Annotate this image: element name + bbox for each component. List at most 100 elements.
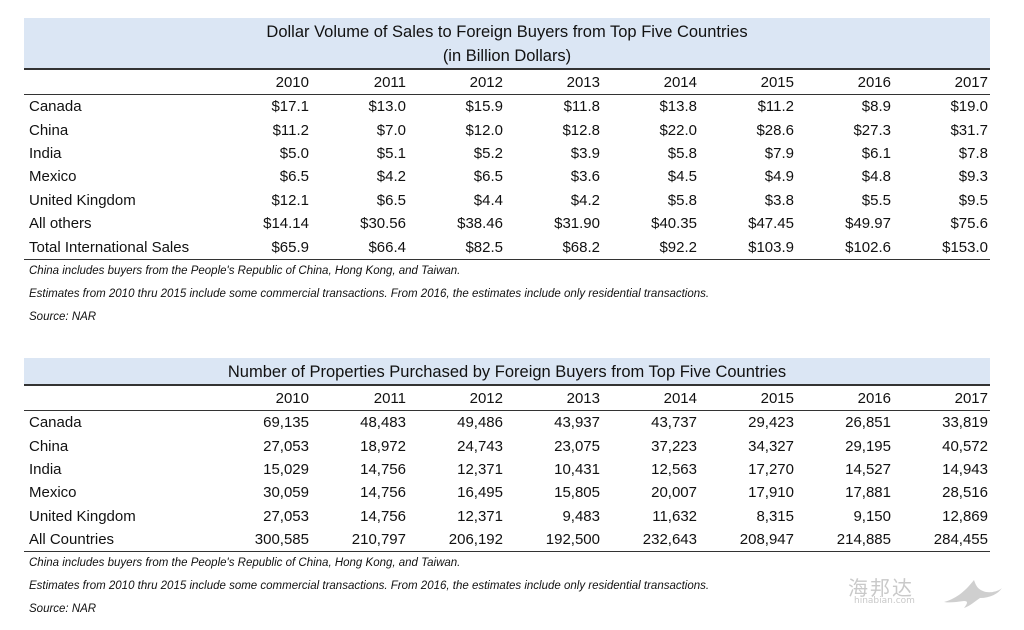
note-china-definition: China includes buyers from the People's … [29,264,461,277]
sales-volume-title-band: Dollar Volume of Sales to Foreign Buyers… [24,18,990,70]
table-cell: $65.9 [214,235,311,260]
sales-volume-subtitle: (in Billion Dollars) [442,47,572,65]
table-cell: $92.2 [602,235,699,260]
table-cell: $38.46 [457,215,503,233]
table-cell: $5.1 [376,144,406,162]
table-cell: $11.8 [563,98,600,116]
table-cell: 12,563 [651,460,697,478]
table-cell: $5.8 [667,144,697,162]
table-cell: 43,737 [651,414,697,432]
row-label: China [29,437,69,455]
table-row: United Kingdom 27,053 14,756 12,371 9,483 11,… [24,505,990,528]
table-cell: 208,947 [699,527,796,553]
year-header: 2010 [214,386,311,411]
table-cell: 8,315 [756,507,794,525]
table-row: India $5.0 $5.1 $5.2 $3.9 $5.8 $7.9 $6.1 $7.8 [24,142,990,165]
table-cell: 14,527 [845,460,891,478]
properties-title: Number of Properties Purchased by Foreig… [227,363,787,381]
table-cell: $4.2 [570,191,600,209]
table-cell: 27,053 [263,507,309,525]
table-cell: 14,943 [942,460,988,478]
year-header: 2017 [893,386,990,411]
table-cell: 30,059 [263,484,309,502]
year-header: 2013 [505,386,602,411]
table-cell: 27,053 [263,437,309,455]
table-cell: 17,270 [748,460,794,478]
note-estimates: Estimates from 2010 thru 2015 include so… [29,580,710,593]
year-header: 2012 [408,70,505,95]
table-cell: $102.6 [796,235,893,260]
table-cell: $31.7 [950,121,988,139]
table-cell: 28,516 [942,484,988,502]
table-cell: $19.0 [950,98,988,116]
table-cell: 29,423 [748,414,794,432]
table-cell: $6.1 [861,144,891,162]
table-cell: $7.9 [764,144,794,162]
sales-volume-notes: China includes buyers from the People's … [24,260,990,329]
table-row: Canada $17.1 $13.0 $15.9 $11.8 $13.8 $11.2 $8.9… [24,95,990,119]
properties-table: 2010 2011 2012 2013 2014 2015 2016 2017 … [24,386,990,553]
year-header: 2016 [796,386,893,411]
properties-purchased-section: Number of Properties Purchased by Foreig… [24,358,990,621]
note-estimates: Estimates from 2010 thru 2015 include so… [29,287,710,300]
table-cell: $3.6 [570,168,600,186]
table-cell: $103.9 [699,235,796,260]
table-cell: $11.2 [272,121,309,139]
table-cell: 23,075 [554,437,600,455]
table-cell: $28.6 [756,121,794,139]
table-cell: $6.5 [279,168,309,186]
table-cell: 14,756 [360,460,406,478]
sales-volume-table: 2010 2011 2012 2013 2014 2015 2016 2017 … [24,70,990,260]
table-row: Mexico $6.5 $4.2 $6.5 $3.6 $4.5 $4.9 $4.8 $9.3 [24,165,990,188]
table-cell: 12,371 [457,460,503,478]
table-cell: 214,885 [796,527,893,553]
sales-volume-title: Dollar Volume of Sales to Foreign Buyers… [266,23,748,41]
table-cell: $4.4 [473,191,503,209]
watermark-text: 海邦达 [848,576,914,600]
year-header: 2014 [602,386,699,411]
year-header: 2011 [311,70,408,95]
year-header: 2011 [311,386,408,411]
table-cell: 17,881 [845,484,891,502]
year-header: 2012 [408,386,505,411]
table-cell: $4.8 [861,168,891,186]
table-cell: $12.0 [465,121,503,139]
watermark: 海邦达 hinabian.com [848,572,1008,612]
table-cell: $4.5 [667,168,697,186]
table-cell: 14,756 [360,507,406,525]
table-cell: $47.45 [748,215,794,233]
table-cell: 15,805 [554,484,600,502]
table-cell: $14.14 [263,215,309,233]
row-label: Mexico [29,168,77,186]
table-cell: 18,972 [360,437,406,455]
table-cell: $66.4 [311,235,408,260]
table-cell: $75.6 [950,215,988,233]
table-cell: 284,455 [893,527,990,553]
table-cell: 29,195 [845,437,891,455]
row-label: Canada [29,414,82,432]
row-label: Mexico [29,484,77,502]
note-china-definition: China includes buyers from the People's … [29,557,461,570]
table-cell: $11.2 [757,98,794,116]
table-cell: $6.5 [376,191,406,209]
table-cell: $40.35 [651,215,697,233]
table-cell: 49,486 [457,414,503,432]
table-cell: $31.90 [554,215,600,233]
table-row: All Countries 300,585 210,797 206,192 192,50… [24,527,990,553]
table-cell: 10,431 [554,460,600,478]
table-header-row: 2010 2011 2012 2013 2014 2015 2016 2017 [24,386,990,411]
table-cell: $22.0 [659,121,697,139]
table-cell: $13.0 [368,98,406,116]
table-cell: $8.9 [861,98,891,116]
table-cell: 15,029 [263,460,309,478]
table-cell: 210,797 [311,527,408,553]
table-cell: 300,585 [214,527,311,553]
table-cell: $4.9 [764,168,794,186]
table-cell: 48,483 [360,414,406,432]
table-cell: $12.8 [562,121,600,139]
table-cell: $5.0 [279,144,309,162]
table-cell: $82.5 [408,235,505,260]
table-cell: $9.5 [958,191,988,209]
table-cell: 69,135 [263,414,309,432]
table-cell: 16,495 [457,484,503,502]
